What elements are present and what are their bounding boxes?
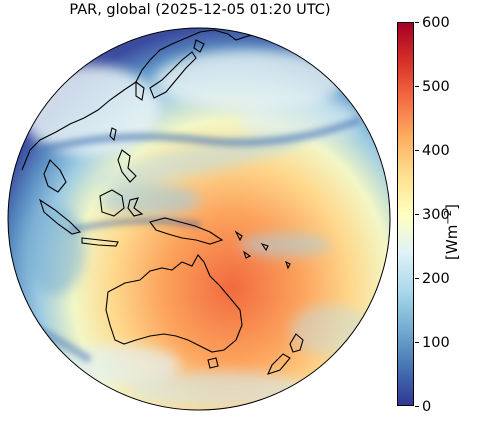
colorbar-tick-label: 200	[422, 270, 450, 287]
australia-coast	[105, 254, 243, 353]
colorbar-tick-label: 100	[422, 334, 450, 351]
asia-coast	[21, 29, 263, 171]
colorbar-tick	[415, 278, 419, 279]
colorbar-tick	[415, 406, 419, 407]
colorbar-label-exponent: −2	[443, 209, 454, 225]
sulawesi-coast	[127, 197, 144, 217]
colorbar-tick	[415, 214, 419, 215]
borneo-coast	[99, 189, 125, 217]
new-zealand-coast	[266, 333, 304, 375]
map-title: PAR, global (2025-12-05 01:20 UTC)	[69, 2, 331, 18]
tasmania-coast	[207, 357, 219, 369]
colorbar-tick	[415, 342, 419, 343]
indochina-coast	[43, 159, 67, 193]
colorbar-tick-label: 0	[422, 398, 432, 415]
colorbar-tick	[415, 150, 419, 151]
colorbar-tick	[415, 22, 419, 23]
philippines-coast	[117, 149, 137, 183]
sumatra-coast	[38, 198, 82, 235]
colorbar-tick-label: 400	[422, 142, 450, 159]
colorbar-tick-label: 600	[422, 14, 450, 31]
colorbar-tick-label: 300	[422, 206, 450, 223]
colorbar-label-text: [Wm	[443, 224, 461, 260]
par-field	[8, 28, 390, 410]
korea-coast	[135, 80, 145, 101]
japan-coast	[149, 39, 205, 99]
taiwan-coast	[109, 127, 117, 142]
new-guinea-coast	[149, 217, 224, 245]
colorbar-tick	[415, 86, 419, 87]
colorbar-label-close: ]	[443, 204, 461, 210]
coastlines	[21, 29, 304, 375]
colorbar-tick-label: 500	[422, 78, 450, 95]
globe-map	[7, 27, 391, 411]
colorbar	[397, 22, 414, 406]
map-panel	[7, 27, 391, 411]
colorbar-label: [Wm−2]	[443, 204, 461, 260]
java-coast	[81, 237, 119, 247]
pacific-islands	[234, 230, 291, 270]
disk-outline	[7, 27, 391, 411]
